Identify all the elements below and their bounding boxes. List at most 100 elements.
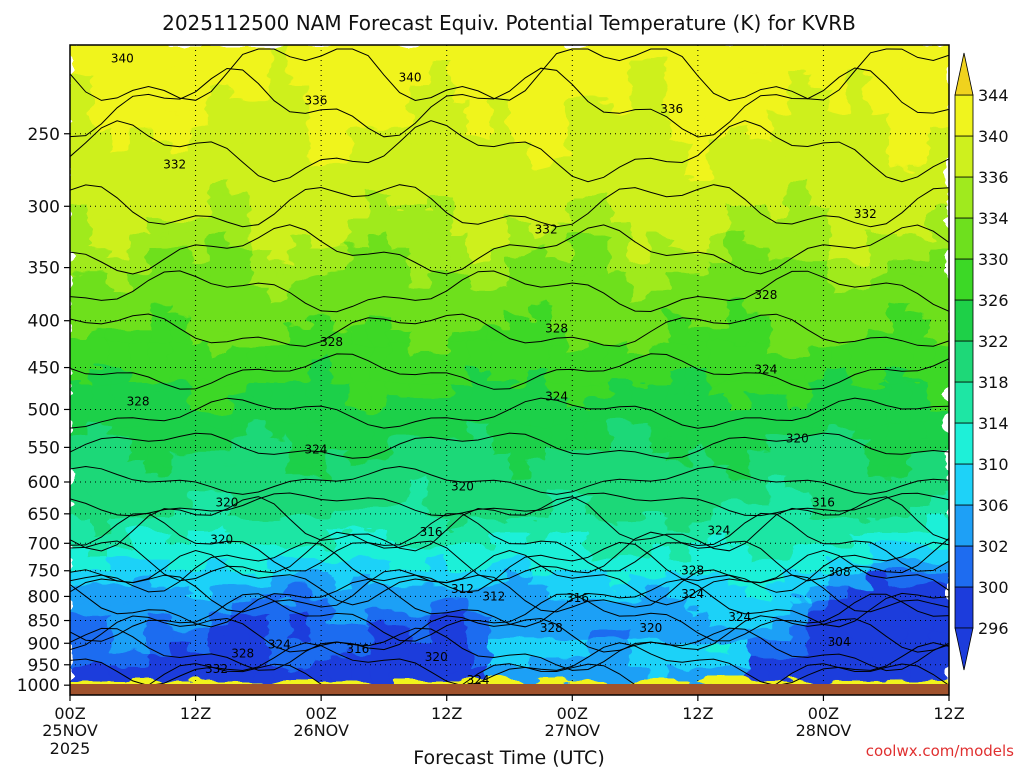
field-cell — [89, 450, 111, 466]
field-cell — [908, 301, 930, 317]
field-cell — [169, 626, 191, 642]
contour-line — [70, 512, 949, 572]
field-cell — [329, 437, 351, 452]
field-cell — [109, 207, 131, 222]
field-cell — [149, 464, 171, 479]
field-cell — [249, 532, 271, 547]
field-cell — [109, 152, 131, 168]
field-cell — [888, 315, 910, 330]
field-cell — [688, 640, 710, 655]
field-cell — [349, 152, 371, 168]
field-cell — [788, 437, 810, 452]
field-cell — [149, 342, 171, 357]
field-cell — [648, 342, 670, 357]
field-cell — [329, 193, 351, 208]
field-cell — [369, 274, 391, 290]
field-cell — [888, 477, 910, 493]
field-cell — [129, 234, 151, 249]
field-cell — [389, 477, 411, 493]
field-cell — [329, 545, 351, 561]
field-cell — [189, 274, 211, 290]
field-cell — [389, 586, 411, 601]
field-cell — [469, 71, 491, 87]
field-cell — [848, 207, 870, 222]
field-cell — [568, 234, 590, 249]
field-cell — [429, 355, 451, 371]
field-cell — [728, 640, 750, 655]
field-cell — [748, 85, 770, 100]
field-cell — [449, 532, 471, 547]
field-cell — [708, 247, 730, 263]
field-cell — [768, 640, 790, 655]
field-cell — [808, 640, 830, 655]
field-cell — [668, 342, 690, 357]
field-cell — [169, 85, 191, 100]
field-cell — [888, 423, 910, 439]
field-cell — [369, 450, 391, 466]
field-cell — [70, 396, 91, 412]
field-cell — [648, 437, 670, 452]
field-cell — [409, 504, 431, 520]
field-cell — [129, 355, 151, 371]
ground-bar — [70, 684, 949, 695]
field-cell — [509, 125, 530, 141]
field-cell — [668, 315, 690, 330]
field-cell — [169, 274, 191, 290]
field-cell — [628, 261, 650, 276]
field-cell — [329, 234, 351, 249]
field-cell — [409, 559, 431, 574]
field-cell — [189, 328, 211, 344]
field-cell — [289, 247, 311, 263]
field-cell — [169, 477, 191, 493]
field-cell — [189, 58, 211, 73]
field-cell — [269, 504, 291, 520]
field-cell — [469, 166, 491, 181]
field-cell — [289, 328, 311, 344]
field-cell — [648, 71, 670, 87]
field-cell — [369, 247, 391, 263]
field-cell — [648, 45, 670, 60]
field-cell — [389, 234, 411, 249]
field-cell — [129, 301, 151, 317]
field-cell — [808, 45, 830, 60]
field-cell — [109, 247, 131, 263]
field-cell — [588, 586, 610, 601]
field-cell — [129, 599, 151, 615]
field-cell — [708, 653, 730, 669]
field-cell — [688, 450, 710, 466]
field-cell — [70, 640, 91, 655]
field-cell — [109, 301, 131, 317]
y-tick-label: 700 — [28, 534, 60, 554]
field-cell — [109, 464, 131, 479]
field-cell — [668, 152, 690, 168]
field-cell — [808, 586, 830, 601]
field-cell — [149, 518, 171, 533]
field-cell — [908, 58, 930, 73]
field-cell — [588, 193, 610, 208]
field-cell — [568, 545, 590, 561]
field-cell — [349, 179, 371, 195]
field-cell — [828, 491, 850, 506]
field-cell — [489, 112, 510, 127]
field-cell — [109, 640, 131, 655]
field-cell — [309, 396, 331, 412]
field-cell — [628, 559, 650, 574]
field-cell — [708, 586, 730, 601]
field-cell — [429, 98, 451, 114]
field-cell — [89, 640, 111, 655]
field-cell — [489, 58, 510, 73]
field-cell — [169, 423, 191, 439]
field-cell — [608, 423, 630, 439]
field-cell — [369, 383, 391, 398]
field-cell — [528, 545, 550, 561]
field-cell — [269, 71, 291, 87]
field-cell — [409, 166, 431, 181]
field-cell — [349, 71, 371, 87]
field-cell — [928, 410, 949, 425]
field-cell — [528, 166, 550, 181]
field-cell — [848, 396, 870, 412]
field-cell — [409, 613, 431, 628]
field-cell — [369, 342, 391, 357]
field-cell — [808, 207, 830, 222]
